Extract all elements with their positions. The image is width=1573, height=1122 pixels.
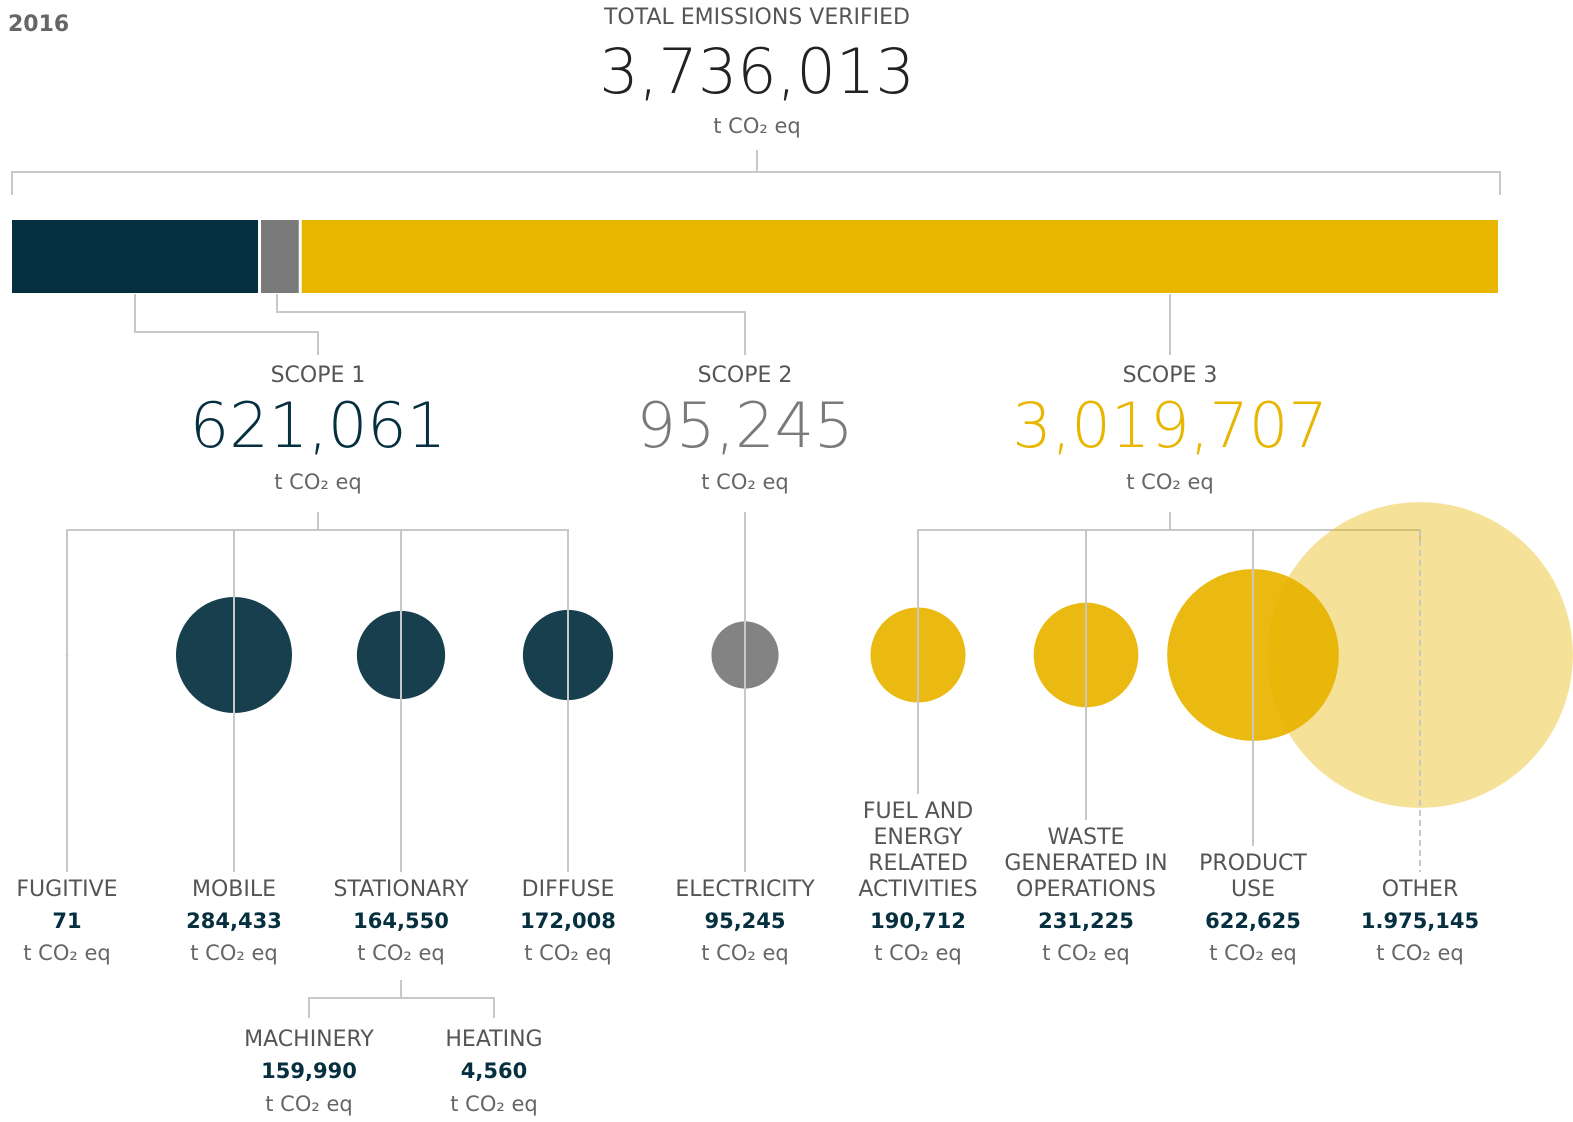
category-unit: t CO₂ eq [190,941,277,965]
category-name: MOBILE [192,877,276,902]
part-name: HEATING [445,1027,542,1052]
bracket [308,997,495,1018]
bar-segment [301,220,1498,293]
category-name: OPERATIONS [1016,877,1156,902]
category-name: PRODUCT [1199,851,1307,876]
category-value: 95,245 [704,909,785,933]
category-name: RELATED [868,851,968,876]
category-name: DIFFUSE [522,877,615,902]
scope-unit: t CO₂ eq [701,470,788,494]
year: 2016 [8,12,69,37]
category-unit: t CO₂ eq [701,941,788,965]
category-name: FUGITIVE [16,877,117,902]
category-name: ENERGY [874,825,963,850]
bracket [66,529,569,545]
part-unit: t CO₂ eq [450,1092,537,1116]
category-unit: t CO₂ eq [874,941,961,965]
category-name: WASTE [1048,825,1125,850]
scope-title: SCOPE 3 [1123,363,1218,388]
scope-value: 3,019,707 [1012,389,1328,462]
category-value: 1.975,145 [1361,909,1479,933]
total-value: 3,736,013 [599,35,915,108]
category-unit: t CO₂ eq [1042,941,1129,965]
bar-segment [261,220,299,293]
category-name: OTHER [1382,877,1458,902]
total-bracket [11,171,1501,195]
category-value: 164,550 [353,909,449,933]
scope-value: 621,061 [190,389,446,462]
category-value: 172,008 [520,909,616,933]
category-name: USE [1231,877,1275,902]
category-value: 284,433 [186,909,282,933]
category-value: 622,625 [1205,909,1301,933]
total-title: TOTAL EMISSIONS VERIFIED [603,5,910,30]
category-unit: t CO₂ eq [1376,941,1463,965]
scope-title: SCOPE 2 [698,363,793,388]
bar-segment [12,220,259,293]
scope-unit: t CO₂ eq [1126,470,1213,494]
connector [134,294,319,355]
category-name: ELECTRICITY [675,877,815,902]
connector [276,294,746,355]
part-unit: t CO₂ eq [265,1092,352,1116]
scope-title: SCOPE 1 [271,363,366,388]
total-unit: t CO₂ eq [713,114,800,138]
category-unit: t CO₂ eq [524,941,611,965]
part-name: MACHINERY [244,1027,374,1052]
scope-unit: t CO₂ eq [274,470,361,494]
category-unit: t CO₂ eq [1209,941,1296,965]
category-value: 71 [52,909,81,933]
category-name: ACTIVITIES [858,877,977,902]
category-unit: t CO₂ eq [357,941,444,965]
category-value: 190,712 [870,909,966,933]
category-name: FUEL AND [863,799,973,824]
category-unit: t CO₂ eq [23,941,110,965]
part-value: 4,560 [461,1059,527,1083]
scope-value: 95,245 [637,389,854,462]
category-name: STATIONARY [333,877,469,902]
category-value: 231,225 [1038,909,1134,933]
category-name: GENERATED IN [1004,851,1167,876]
part-value: 159,990 [261,1059,357,1083]
